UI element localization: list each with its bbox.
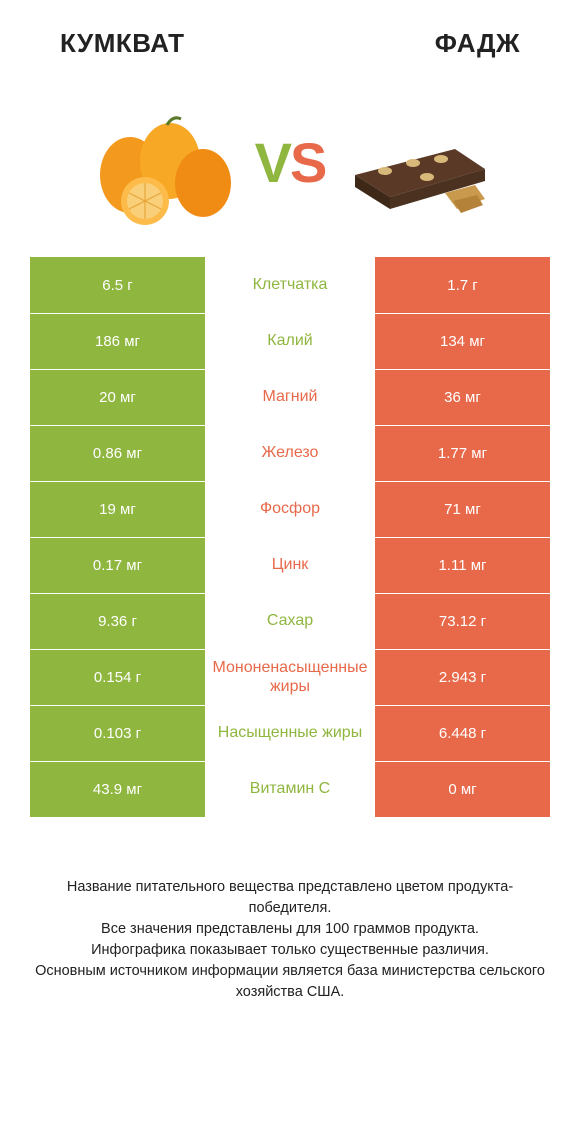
cell-left-value: 0.103 г [30, 706, 205, 761]
title-left: КУМКВАТ [60, 28, 185, 59]
cell-left-value: 0.154 г [30, 650, 205, 705]
cell-left-value: 6.5 г [30, 257, 205, 313]
cell-right-value: 1.11 мг [375, 538, 550, 593]
cell-left-value: 20 мг [30, 370, 205, 425]
cell-right-value: 134 мг [375, 314, 550, 369]
kumquat-image [75, 97, 245, 227]
cell-right-value: 2.943 г [375, 650, 550, 705]
cell-nutrient-label: Железо [205, 426, 375, 481]
table-row: 186 мгКалий134 мг [30, 313, 550, 369]
vs-v: V [255, 130, 290, 195]
footer-line: Все значения представлены для 100 граммо… [30, 919, 550, 940]
cell-nutrient-label: Насыщенные жиры [205, 706, 375, 761]
cell-nutrient-label: Цинк [205, 538, 375, 593]
vs-s: S [290, 130, 325, 195]
table-row: 20 мгМагний36 мг [30, 369, 550, 425]
footer-line: Инфографика показывает только существенн… [30, 940, 550, 961]
cell-right-value: 6.448 г [375, 706, 550, 761]
cell-right-value: 0 мг [375, 762, 550, 817]
vs-label: VS [255, 130, 326, 195]
cell-nutrient-label: Сахар [205, 594, 375, 649]
cell-left-value: 0.86 мг [30, 426, 205, 481]
cell-nutrient-label: Мононенасыщенные жиры [205, 650, 375, 705]
table-row: 0.154 гМононенасыщенные жиры2.943 г [30, 649, 550, 705]
cell-left-value: 9.36 г [30, 594, 205, 649]
cell-right-value: 71 мг [375, 482, 550, 537]
table-row: 9.36 гСахар73.12 г [30, 593, 550, 649]
cell-right-value: 1.77 мг [375, 426, 550, 481]
fudge-image [335, 97, 505, 227]
table-row: 6.5 гКлетчатка1.7 г [30, 257, 550, 313]
cell-left-value: 19 мг [30, 482, 205, 537]
table-row: 0.103 гНасыщенные жиры6.448 г [30, 705, 550, 761]
table-row: 43.9 мгВитамин C0 мг [30, 761, 550, 817]
table-row: 0.86 мгЖелезо1.77 мг [30, 425, 550, 481]
cell-left-value: 0.17 мг [30, 538, 205, 593]
cell-nutrient-label: Калий [205, 314, 375, 369]
cell-nutrient-label: Витамин C [205, 762, 375, 817]
cell-nutrient-label: Клетчатка [205, 257, 375, 313]
comparison-table: 6.5 гКлетчатка1.7 г186 мгКалий134 мг20 м… [30, 257, 550, 817]
vs-row: VS [0, 69, 580, 257]
cell-right-value: 36 мг [375, 370, 550, 425]
footer-note: Название питательного вещества представл… [30, 877, 550, 1003]
cell-left-value: 43.9 мг [30, 762, 205, 817]
cell-nutrient-label: Магний [205, 370, 375, 425]
table-row: 19 мгФосфор71 мг [30, 481, 550, 537]
header: КУМКВАТ ФАДЖ [0, 0, 580, 69]
table-row: 0.17 мгЦинк1.11 мг [30, 537, 550, 593]
footer-line: Основным источником информации является … [30, 961, 550, 1003]
title-right: ФАДЖ [435, 28, 520, 59]
cell-right-value: 73.12 г [375, 594, 550, 649]
cell-nutrient-label: Фосфор [205, 482, 375, 537]
cell-left-value: 186 мг [30, 314, 205, 369]
footer-line: Название питательного вещества представл… [30, 877, 550, 919]
cell-right-value: 1.7 г [375, 257, 550, 313]
